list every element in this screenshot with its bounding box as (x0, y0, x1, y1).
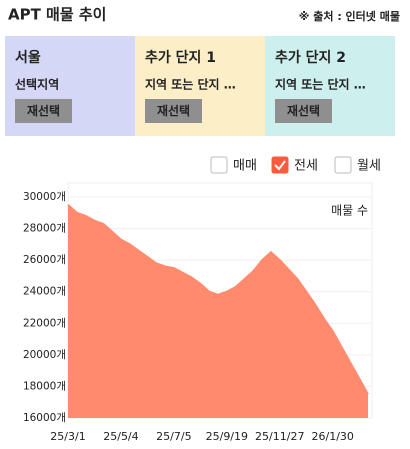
reselect-button-label: 재선택 (287, 103, 320, 118)
y-tick-label: 28000개 (23, 223, 66, 235)
panel-label: 추가 단지 1 (145, 49, 216, 66)
reselect-button[interactable] (275, 99, 332, 123)
panel-subtitle: 선택지역 (15, 77, 59, 92)
legend-checkbox[interactable] (271, 156, 289, 174)
y-tick-label: 20000개 (23, 349, 66, 361)
reselect-button-label: 재선택 (157, 103, 190, 118)
source-note: ※ 출처 : 인터넷 매물 (299, 9, 400, 23)
legend-checkbox[interactable] (334, 156, 352, 174)
reselect-button[interactable] (145, 99, 202, 123)
check-mark (274, 160, 286, 171)
legend-label: 월세 (357, 159, 381, 174)
chart-annotation: 매물 수 (331, 204, 368, 218)
y-tick-label: 22000개 (23, 317, 66, 329)
legend-checkbox[interactable] (210, 156, 228, 174)
y-tick-label: 26000개 (23, 254, 66, 266)
area-fill (68, 204, 368, 418)
legend-label: 매매 (233, 159, 257, 174)
x-tick-label: 25/11/27 (255, 430, 304, 443)
y-tick-label: 18000개 (23, 380, 66, 392)
panel-label: 추가 단지 2 (275, 49, 346, 66)
y-tick-label: 16000개 (23, 412, 66, 424)
x-tick-label: 25/5/4 (103, 430, 138, 443)
reselect-button[interactable] (15, 99, 72, 123)
y-tick-label: 24000개 (23, 286, 66, 298)
panel-label: 서울 (15, 49, 41, 66)
page-title: APT 매물 추이 (8, 6, 106, 24)
y-tick-label: 30000개 (23, 191, 66, 203)
x-tick-label: 25/7/5 (156, 430, 191, 443)
x-tick-label: 25/3/1 (50, 430, 85, 443)
legend-label: 전세 (294, 159, 318, 174)
area-line (67, 204, 369, 395)
panel-subtitle: 지역 또는 단지 … (145, 77, 236, 92)
panel-subtitle: 지역 또는 단지 … (275, 77, 366, 92)
x-tick-label: 25/9/19 (206, 430, 248, 443)
x-tick-label: 26/1/30 (312, 430, 354, 443)
reselect-button-label: 재선택 (27, 103, 60, 118)
